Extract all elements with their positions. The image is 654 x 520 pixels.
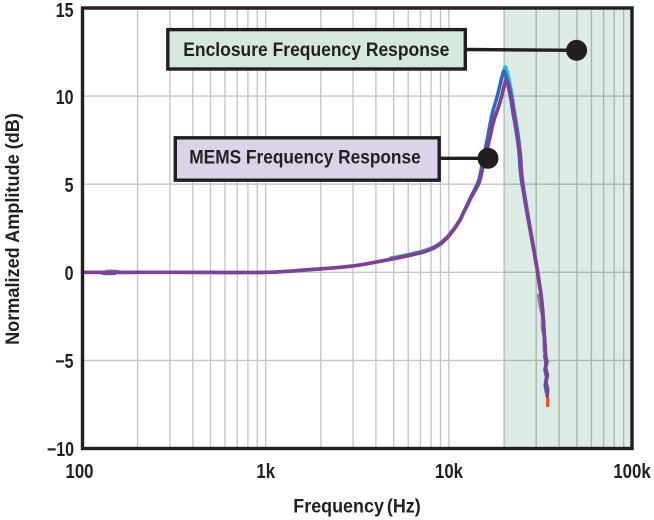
svg-text:−10: −10 (47, 439, 74, 461)
svg-text:100k: 100k (613, 459, 651, 482)
svg-text:MEMS Frequency Response: MEMS Frequency Response (189, 147, 420, 168)
svg-text:Normalized Amplitude (dB): Normalized Amplitude (dB) (2, 113, 24, 345)
svg-text:100: 100 (65, 459, 93, 482)
svg-text:5: 5 (65, 174, 74, 196)
svg-text:−5: −5 (55, 351, 73, 373)
svg-text:Enclosure Frequency Response: Enclosure Frequency Response (183, 38, 449, 60)
svg-text:Frequency (Hz): Frequency (Hz) (293, 495, 420, 517)
svg-text:0: 0 (65, 262, 74, 284)
svg-text:15: 15 (56, 0, 74, 21)
svg-text:10: 10 (56, 86, 74, 108)
svg-text:10k: 10k (435, 459, 464, 482)
svg-text:1k: 1k (256, 459, 275, 482)
